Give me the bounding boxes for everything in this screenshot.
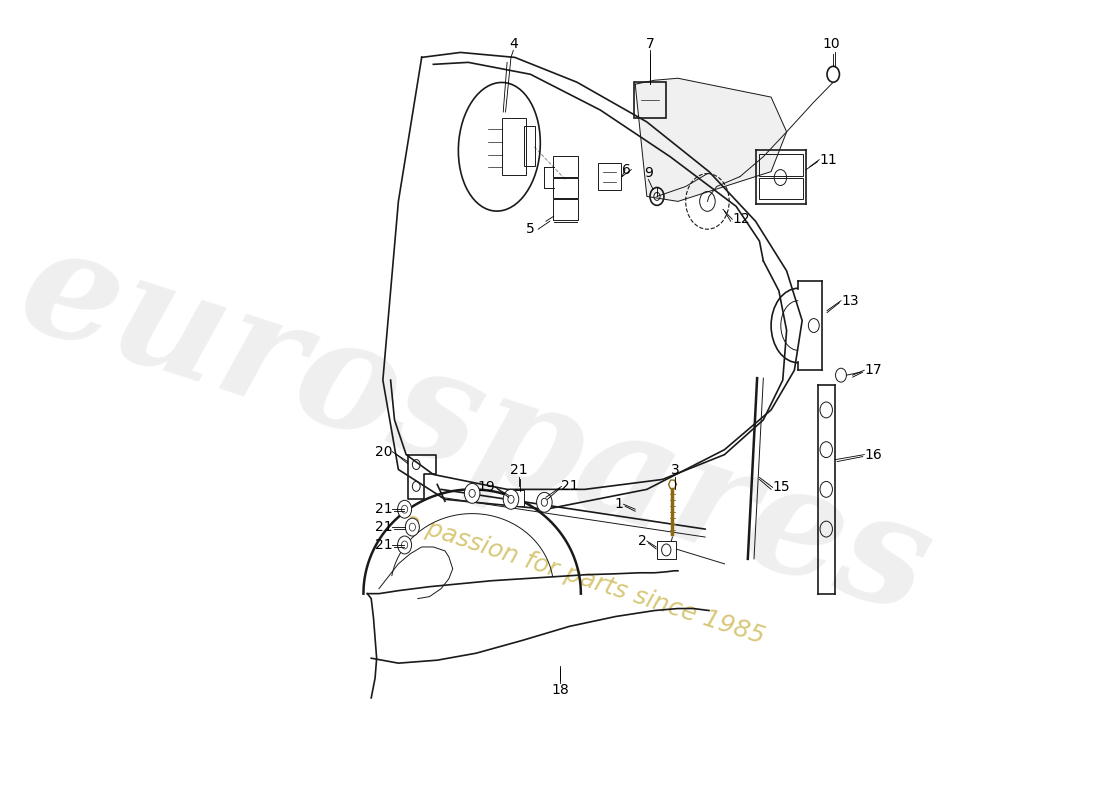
Text: 5: 5 [526, 222, 535, 236]
Circle shape [397, 500, 411, 518]
FancyBboxPatch shape [508, 490, 525, 506]
Circle shape [503, 490, 519, 510]
Text: 21: 21 [374, 520, 393, 534]
Text: 13: 13 [842, 294, 859, 308]
Text: a passion for parts since 1985: a passion for parts since 1985 [402, 509, 768, 649]
Text: 1: 1 [615, 498, 624, 511]
Text: 17: 17 [865, 363, 882, 378]
Polygon shape [635, 78, 786, 202]
Text: 4: 4 [509, 38, 518, 51]
Text: 21: 21 [510, 463, 528, 478]
FancyBboxPatch shape [598, 162, 622, 190]
Text: 3: 3 [670, 463, 679, 478]
Text: 18: 18 [551, 683, 569, 697]
FancyBboxPatch shape [657, 541, 675, 559]
Text: 12: 12 [733, 212, 750, 226]
Text: 6: 6 [623, 162, 631, 177]
Text: 21: 21 [561, 479, 579, 494]
Text: 10: 10 [823, 38, 840, 51]
Text: 21: 21 [374, 502, 393, 516]
Circle shape [464, 483, 480, 503]
Circle shape [406, 518, 419, 536]
Text: 15: 15 [772, 480, 790, 494]
Text: 9: 9 [644, 166, 653, 179]
Text: 21: 21 [374, 538, 393, 552]
Text: 19: 19 [477, 480, 495, 494]
Text: 16: 16 [865, 448, 882, 462]
Text: eurospares: eurospares [3, 213, 949, 646]
Circle shape [397, 536, 411, 554]
Text: 7: 7 [646, 38, 654, 51]
Text: 20: 20 [375, 445, 393, 458]
Circle shape [537, 492, 552, 512]
Text: 2: 2 [638, 534, 647, 548]
Text: 11: 11 [820, 153, 837, 166]
